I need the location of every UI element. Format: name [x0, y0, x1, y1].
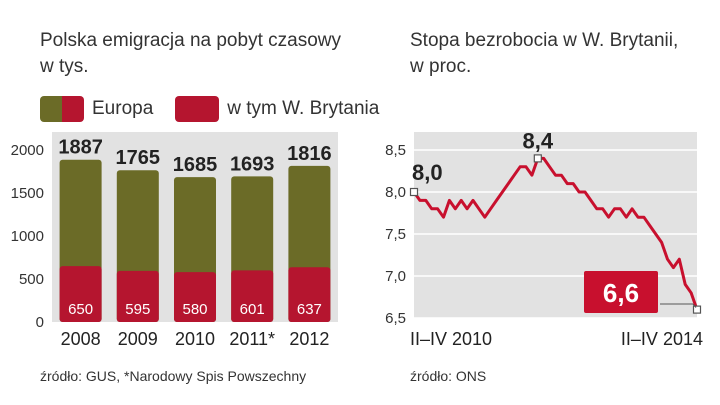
legend-label-uk: w tym W. Brytania: [227, 98, 380, 119]
line-ytick-label: 6,5: [385, 310, 406, 327]
bar-uk-2010: [174, 272, 216, 322]
bar-europa-value-label: 1887: [58, 137, 103, 159]
bar-europa-value-label: 1685: [173, 154, 218, 176]
bar-category-label: 2010: [175, 329, 215, 349]
start-marker: [409, 187, 419, 197]
left-title-line1: Polska emigracja na pobyt czasowy: [40, 30, 341, 51]
bar-uk-value-label: 601: [240, 301, 265, 318]
bar-category-label: 2009: [118, 329, 158, 349]
bar-category-label: 2011*: [229, 329, 275, 349]
peak-marker: [533, 154, 542, 163]
bar-uk-value-label: 595: [125, 301, 150, 318]
bar-uk-value-label: 580: [182, 301, 207, 318]
left-chart-title: Polska emigracja na pobyt czasowy w tys.: [40, 28, 341, 80]
line-ytick-label: 7,5: [385, 226, 406, 243]
left-title-line2: w tys.: [40, 56, 89, 77]
bar-europa-value-label: 1765: [116, 147, 161, 169]
right-title-line2: w proc.: [410, 56, 472, 77]
bar-uk-value-label: 637: [297, 301, 322, 318]
bar-uk-value-label: 650: [68, 301, 93, 318]
line-ytick-label: 7,0: [385, 268, 406, 285]
line-start-label: 8,0: [412, 160, 443, 185]
bar-category-label: 2008: [61, 329, 101, 349]
bar-europa-value-label: 1816: [287, 143, 332, 165]
line-ytick-label: 8,0: [385, 184, 406, 201]
legend-swatch-uk: [175, 96, 220, 122]
legend-label-europa: Europa: [92, 98, 154, 119]
bar-europa-value-label: 1693: [230, 153, 275, 175]
legend-item-europa: Europa: [40, 96, 153, 122]
end-callout-box: [584, 271, 658, 313]
right-source: źródło: ONS: [410, 368, 487, 384]
line-x-end-label: II–IV 2014: [621, 329, 703, 349]
legend-item-uk: w tym W. Brytania: [175, 96, 379, 122]
end-callout-leader-tip: [692, 303, 697, 308]
legend-swatch-europa: [40, 96, 84, 122]
bar-uk-2011*: [231, 270, 274, 322]
bar-ytick-label: 1000: [11, 228, 44, 245]
legend: Europa w tym W. Brytania: [40, 94, 401, 124]
bar-ytick-label: 1500: [11, 185, 44, 202]
line-ytick-label: 8,5: [385, 142, 406, 159]
end-marker: [692, 305, 702, 314]
line-x-start-label: II–IV 2010: [410, 329, 492, 349]
bar-category-label: 2012: [289, 329, 329, 349]
right-chart-title: Stopa bezrobocia w W. Brytanii, w proc.: [410, 28, 678, 80]
unemployment-line: [412, 156, 699, 311]
bar-uk-2008: [59, 266, 102, 322]
bar-ytick-label: 0: [36, 314, 44, 331]
bar-ytick-label: 500: [19, 271, 44, 288]
line-end-label: 6,6: [603, 278, 639, 308]
line-peak-label: 8,4: [523, 128, 554, 153]
bar-ytick-label: 2000: [11, 142, 44, 159]
bar-uk-2009: [116, 270, 159, 322]
bar-uk-2012: [288, 267, 331, 322]
left-source: źródło: GUS, *Narodowy Spis Powszechny: [40, 368, 307, 384]
right-title-line1: Stopa bezrobocia w W. Brytanii,: [410, 30, 679, 51]
